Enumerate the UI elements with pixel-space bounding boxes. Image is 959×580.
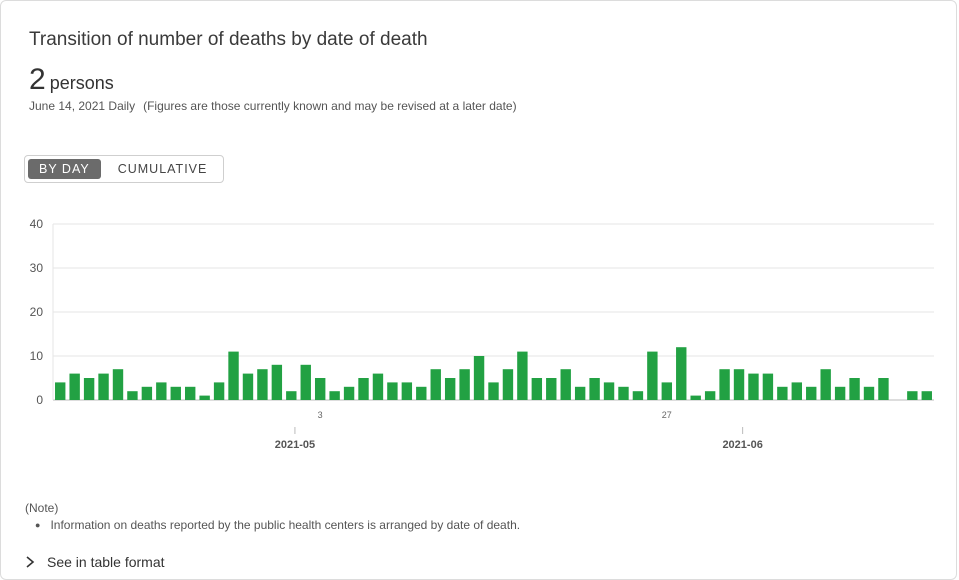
bar (401, 382, 413, 400)
x-day-tick-label: 3 (318, 410, 323, 420)
bar (343, 386, 355, 400)
bar (849, 378, 860, 400)
bar (55, 382, 66, 400)
bar (358, 378, 369, 400)
bar (127, 391, 138, 400)
y-tick-label: 20 (30, 305, 44, 319)
bar (589, 378, 600, 400)
bar (719, 369, 730, 400)
bar (69, 373, 80, 400)
bar (531, 378, 543, 400)
bar (257, 369, 268, 400)
bar (488, 382, 499, 400)
bar (502, 369, 514, 400)
note-item: Information on deaths reported by the pu… (50, 518, 521, 532)
y-tick-label: 40 (30, 217, 44, 231)
bar (690, 395, 701, 400)
bar (632, 391, 644, 400)
bar (546, 378, 557, 400)
view-toggle: BY DAY CUMULATIVE (24, 155, 224, 183)
bar (517, 351, 528, 400)
bar (748, 373, 759, 400)
bar (704, 391, 716, 400)
bar (416, 386, 427, 400)
bar (430, 369, 441, 400)
latest-value: 2 persons (29, 63, 114, 97)
y-tick-label: 30 (30, 261, 44, 275)
bar (83, 378, 95, 400)
bar (676, 347, 687, 400)
bar (921, 391, 932, 400)
bar (560, 369, 571, 400)
bar (834, 386, 846, 400)
bar (574, 386, 586, 400)
bar (286, 391, 297, 400)
x-month-tick-label: 2021-05 (275, 439, 315, 451)
bar (228, 351, 239, 400)
bar (777, 386, 788, 400)
bar (372, 373, 384, 400)
bar (199, 395, 210, 400)
date-line: June 14, 2021 Daily (Figures are those cu… (29, 99, 517, 113)
y-tick-label: 10 (30, 349, 44, 363)
bar (185, 386, 196, 400)
bullet-icon: ● (35, 520, 41, 530)
bar (329, 391, 340, 400)
by-day-button[interactable]: BY DAY (28, 159, 101, 179)
latest-value-number: 2 (29, 63, 46, 96)
bar (603, 382, 615, 400)
note-heading: (Note) (25, 501, 59, 515)
latest-value-unit: persons (49, 73, 114, 93)
bar (791, 382, 802, 400)
bar (907, 391, 918, 400)
date-label: June 14, 2021 Daily (29, 99, 136, 113)
bar (271, 364, 283, 400)
bar (647, 351, 658, 400)
bar (618, 386, 629, 400)
revision-note: (Figures are those currently known and m… (143, 99, 517, 113)
bar (156, 382, 167, 400)
bar (170, 386, 181, 400)
chart-title: Transition of number of deaths by date o… (29, 29, 428, 50)
bar (98, 373, 109, 400)
bar (473, 356, 485, 400)
bar (820, 369, 831, 400)
bar (242, 373, 254, 400)
bar (459, 369, 470, 400)
see-table-link[interactable]: See in table format (25, 554, 165, 570)
bar (112, 369, 124, 400)
bar (661, 382, 673, 400)
bar (300, 364, 311, 400)
chevron-right-icon (26, 556, 35, 568)
note-list: ● Information on deaths reported by the p… (35, 518, 520, 532)
bar (444, 378, 456, 400)
y-tick-label: 0 (36, 393, 43, 407)
cumulative-button[interactable]: CUMULATIVE (117, 162, 208, 176)
see-table-label: See in table format (47, 554, 165, 570)
x-month-tick-label: 2021-06 (722, 439, 762, 451)
bar (762, 373, 774, 400)
x-day-tick-label: 27 (662, 410, 672, 420)
bar-chart: 0 10 20 30 40 3 27 2021-05 2021-06 (30, 217, 934, 451)
bar (141, 386, 153, 400)
bar (733, 369, 745, 400)
bar (806, 386, 817, 400)
bar (878, 378, 889, 400)
bar (387, 382, 398, 400)
bar (213, 382, 225, 400)
bar (314, 378, 326, 400)
bar (863, 386, 875, 400)
